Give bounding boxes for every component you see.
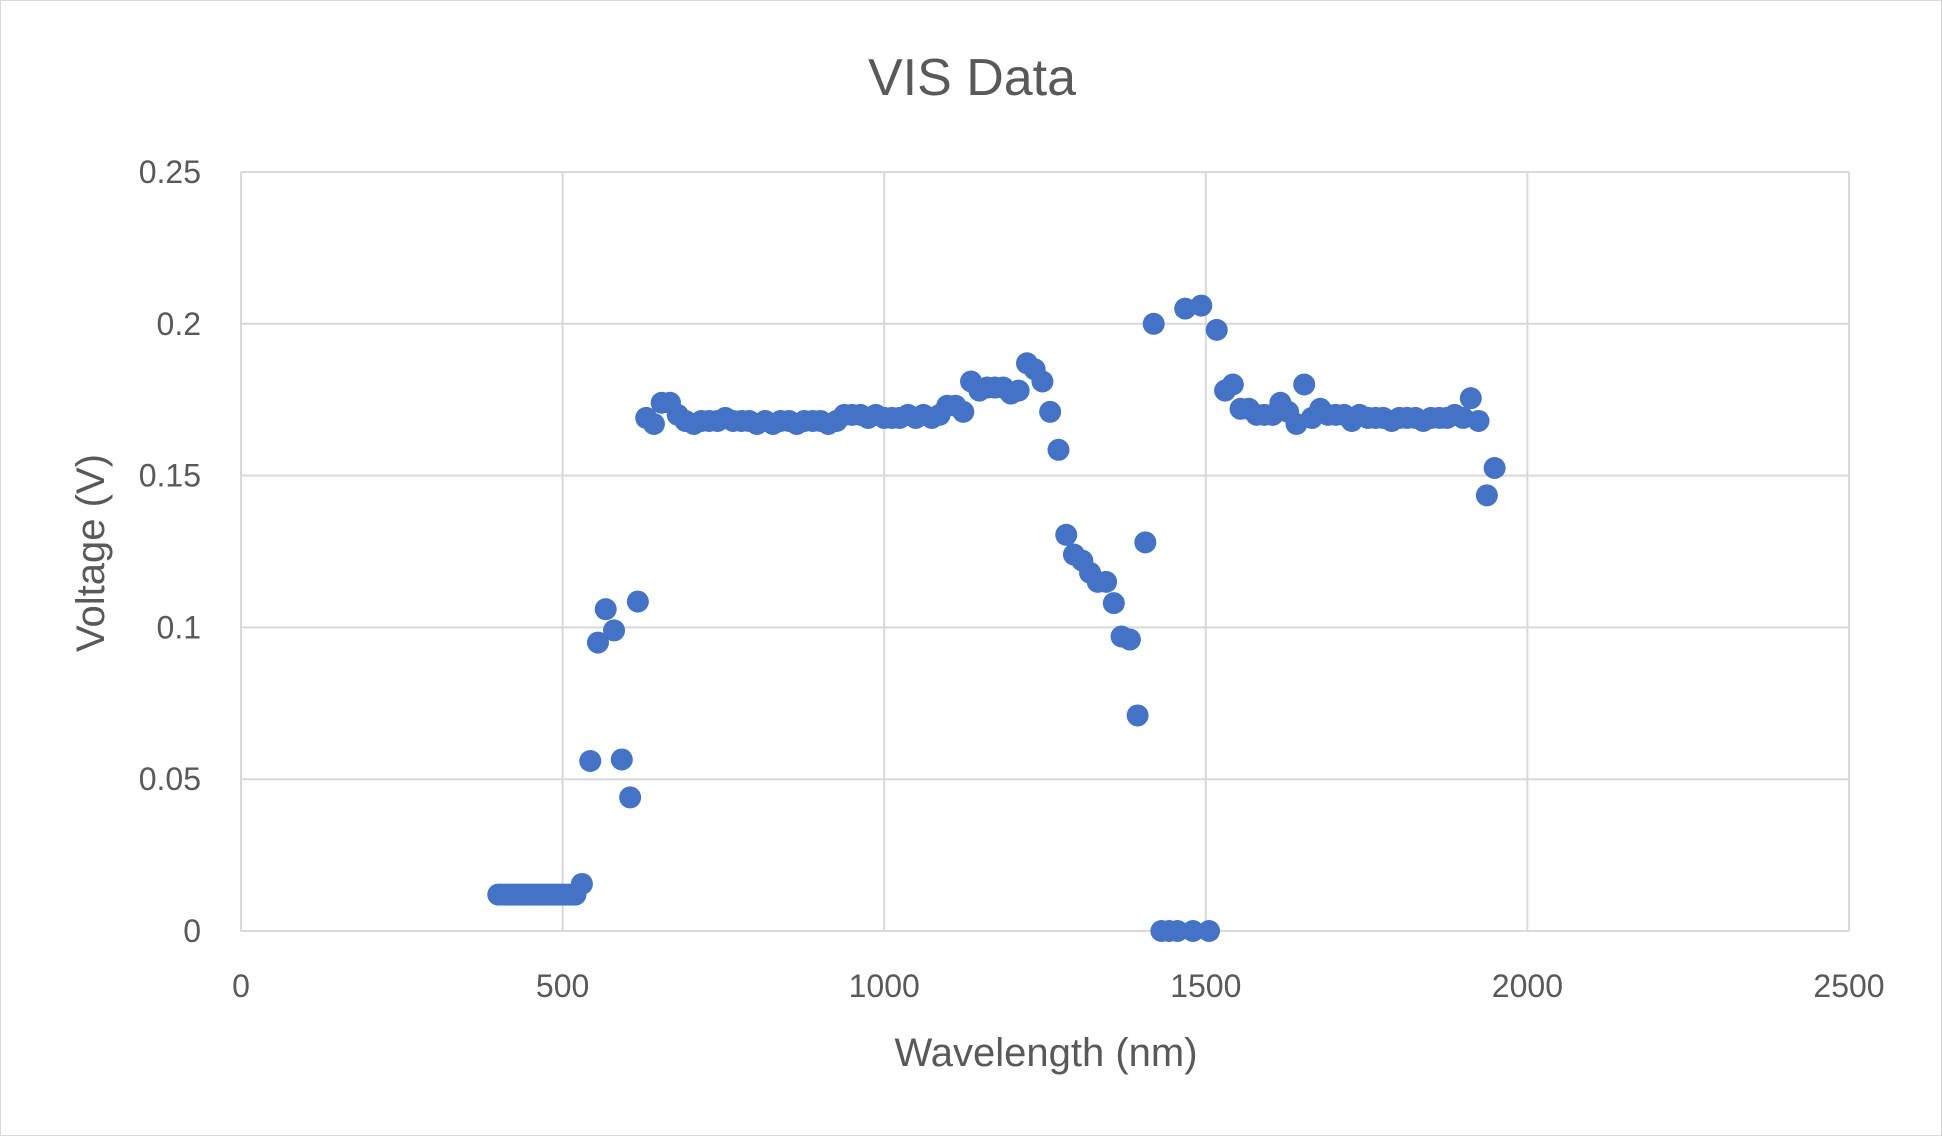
data-point bbox=[1459, 387, 1482, 410]
data-point bbox=[1095, 570, 1118, 593]
data-point bbox=[1198, 920, 1221, 942]
data-point bbox=[570, 872, 593, 895]
data-point bbox=[1190, 294, 1213, 317]
gridlines bbox=[240, 171, 1850, 932]
data-point bbox=[1102, 592, 1125, 615]
y-tick-label: 0 bbox=[183, 913, 201, 949]
data-point bbox=[603, 619, 626, 642]
data-point bbox=[1293, 373, 1316, 396]
x-tick-label: 500 bbox=[536, 968, 589, 1004]
data-point bbox=[586, 631, 609, 654]
y-tick-label: 0.05 bbox=[139, 761, 201, 797]
x-axis-label: Wavelength (nm) bbox=[894, 1031, 1197, 1075]
chart-title: VIS Data bbox=[868, 49, 1076, 107]
data-point bbox=[1126, 704, 1149, 727]
data-point bbox=[1007, 379, 1030, 402]
data-point bbox=[1047, 438, 1070, 461]
data-point bbox=[1142, 312, 1165, 335]
data-point bbox=[952, 400, 975, 423]
y-axis-ticks: 0 0.05 0.1 0.15 0.2 0.25 bbox=[139, 154, 201, 949]
data-point bbox=[1055, 523, 1078, 546]
data-point bbox=[579, 749, 602, 772]
data-point bbox=[1483, 457, 1506, 480]
data-point bbox=[1134, 531, 1157, 554]
y-tick-label: 0.15 bbox=[139, 458, 201, 494]
data-point bbox=[1039, 400, 1062, 423]
data-point bbox=[642, 412, 665, 435]
y-tick-label: 0.1 bbox=[157, 609, 201, 645]
data-point bbox=[594, 598, 617, 621]
x-tick-label: 1500 bbox=[1170, 968, 1241, 1004]
data-point bbox=[1467, 409, 1490, 432]
data-point bbox=[1475, 484, 1498, 507]
data-point bbox=[619, 786, 642, 809]
data-point bbox=[610, 748, 633, 771]
data-point bbox=[1221, 373, 1244, 396]
y-axis-label: Voltage (V) bbox=[69, 454, 113, 652]
x-tick-label: 2500 bbox=[1813, 968, 1884, 1004]
data-point bbox=[1166, 920, 1189, 942]
data-point bbox=[1181, 920, 1204, 942]
x-tick-label: 1000 bbox=[849, 968, 920, 1004]
x-axis-ticks: 0 500 1000 1500 2000 2500 bbox=[232, 968, 1884, 1004]
y-tick-label: 0.25 bbox=[139, 154, 201, 190]
data-points bbox=[487, 294, 1506, 942]
data-point bbox=[626, 590, 649, 613]
y-tick-label: 0.2 bbox=[157, 306, 201, 342]
data-point bbox=[1205, 318, 1228, 341]
data-point bbox=[1031, 370, 1054, 393]
data-point bbox=[1118, 628, 1141, 651]
x-tick-label: 2000 bbox=[1492, 968, 1563, 1004]
x-tick-label: 0 bbox=[232, 968, 250, 1004]
